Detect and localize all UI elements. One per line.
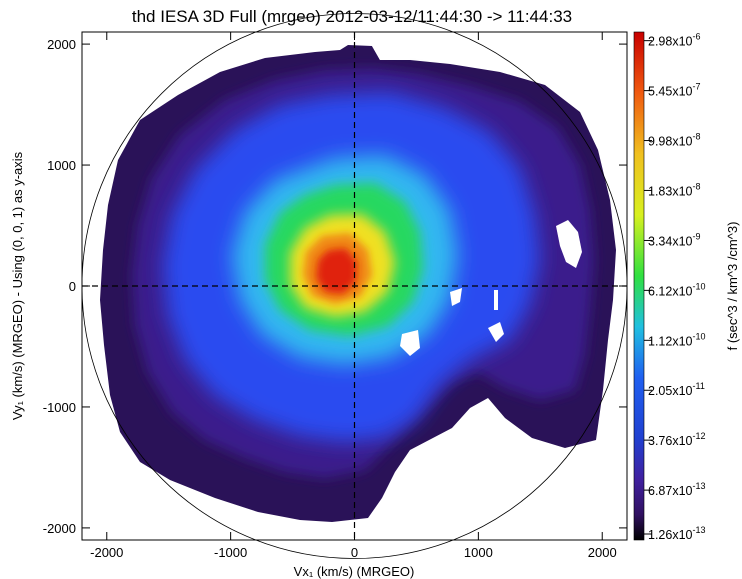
y-axis-label: Vy₁ (km/s) (MRGEO) - Using (0, 0, 1) as … xyxy=(10,151,25,420)
red-core xyxy=(316,248,357,294)
colorbar-tick-label: 1.26x10-13 xyxy=(648,525,706,542)
data-gap xyxy=(488,322,504,342)
x-tick-label: 2000 xyxy=(588,545,617,560)
x-tick-label: -1000 xyxy=(214,545,247,560)
data-gap xyxy=(556,220,582,268)
y-tick-label: -1000 xyxy=(43,400,76,415)
plot-area xyxy=(100,45,616,522)
x-tick-label: 0 xyxy=(351,545,358,560)
x-ticks: -2000 -1000 0 1000 2000 xyxy=(90,32,617,560)
colorbar-tick-label: 9.98x10-8 xyxy=(648,132,701,149)
y-tick-label: 1000 xyxy=(47,158,76,173)
data-gap xyxy=(450,288,462,306)
y-ticks: -2000 -1000 0 1000 2000 xyxy=(43,37,627,536)
colorbar-tick-label: 6.87x10-13 xyxy=(648,481,706,498)
colorbar-tick-label: 2.98x10-6 xyxy=(648,32,701,49)
data-gap xyxy=(494,290,498,310)
colorbar xyxy=(633,31,645,541)
x-tick-label: 1000 xyxy=(464,545,493,560)
colorbar-label: f (sec^3 / km^3 /cm^3) xyxy=(725,222,740,351)
colorbar-tick-label: 1.12x10-10 xyxy=(648,331,706,348)
colorbar-tick-label: 5.45x10-7 xyxy=(648,82,701,99)
colorbar-tick-label: 1.83x10-8 xyxy=(648,181,701,198)
data-gap xyxy=(400,330,420,356)
colorbar-tick-label: 3.76x10-12 xyxy=(648,431,706,448)
y-tick-label: -2000 xyxy=(43,521,76,536)
y-tick-label: 0 xyxy=(69,279,76,294)
colorbar-ticks: 2.98x10-6 5.45x10-7 9.98x10-8 1.83x10-8 3.34… xyxy=(644,32,706,542)
chart-title: thd IESA 3D Full (mrgeo) 2012-03-12/11:4… xyxy=(132,7,572,26)
colorbar-tick-label: 2.05x10-11 xyxy=(648,381,705,398)
y-tick-label: 2000 xyxy=(47,37,76,52)
data-gap xyxy=(372,46,410,60)
colorbar-tick-label: 6.12x10-10 xyxy=(648,281,706,298)
x-tick-label: -2000 xyxy=(90,545,123,560)
colorbar-tick-label: 3.34x10-9 xyxy=(648,231,701,248)
x-axis-label: Vx₁ (km/s) (MRGEO) xyxy=(294,564,415,579)
